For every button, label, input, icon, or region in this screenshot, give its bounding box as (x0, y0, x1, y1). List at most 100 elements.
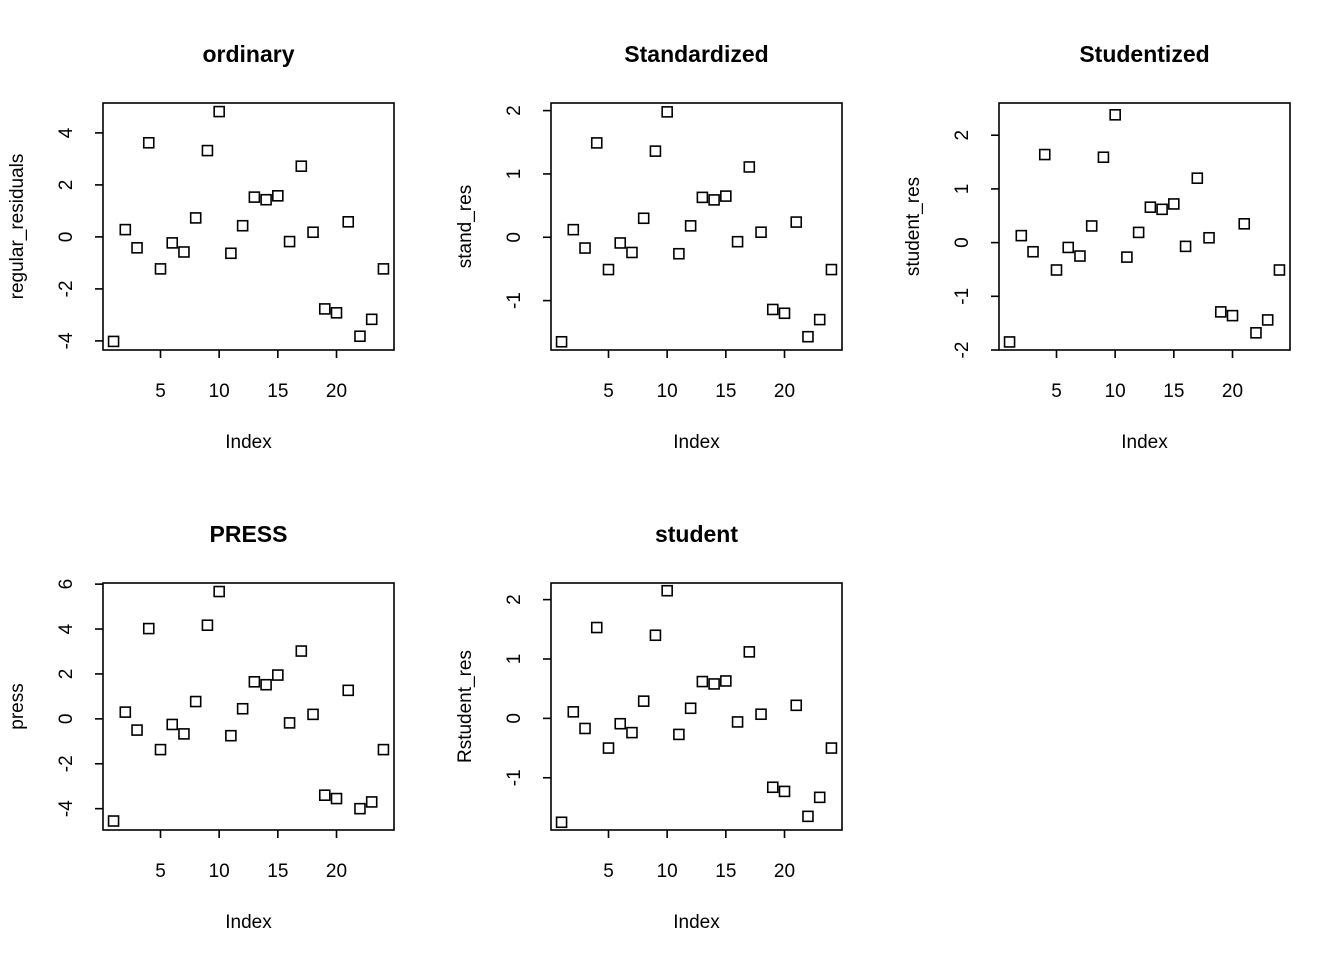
data-point (1109, 109, 1121, 121)
data-point (119, 706, 132, 718)
data-point (720, 675, 732, 687)
x-tick-label: 15 (715, 861, 736, 882)
data-point (731, 235, 744, 248)
data-point (330, 792, 343, 805)
y-axis-label: student_res (903, 177, 924, 276)
data-point (354, 802, 366, 815)
data-point (813, 313, 826, 326)
x-tick-label: 10 (209, 381, 230, 402)
y-tick-label: 1 (504, 654, 525, 665)
data-point (377, 263, 390, 275)
data-point (696, 675, 709, 688)
x-tick-label: 5 (155, 381, 166, 402)
data-point (661, 584, 673, 597)
data-point (731, 716, 744, 728)
x-tick-label: 10 (209, 861, 230, 882)
panel-2: Standardized 5 10 15 20 -1 0 1 2 Index stand_res (455, 41, 843, 453)
data-point (743, 161, 756, 173)
data-point (283, 235, 296, 248)
data-point (131, 242, 143, 254)
data-point (766, 781, 779, 794)
data-point (295, 645, 308, 657)
data-point (813, 791, 826, 804)
data-point (1085, 220, 1098, 232)
data-point (154, 263, 167, 275)
x-tick-label: 20 (326, 861, 347, 882)
data-point (213, 105, 225, 118)
data-point (555, 816, 568, 829)
data-point (626, 246, 638, 259)
data-point (1250, 327, 1262, 339)
data-point (248, 191, 261, 203)
data-point (307, 708, 319, 721)
data-point (802, 330, 814, 343)
data-point (377, 743, 390, 756)
panel-4: PRESS 5 10 15 20 -4 -2 0 2 4 6 Index press (7, 521, 395, 933)
data-point (649, 145, 662, 157)
data-point (579, 242, 591, 254)
data-point (766, 303, 779, 316)
data-point (178, 728, 190, 740)
data-point (555, 335, 568, 348)
y-tick-label: 4 (56, 127, 77, 138)
x-tick-label: 5 (603, 381, 614, 402)
y-axis-label: regular_residuals (7, 154, 28, 300)
panel-title: PRESS (210, 521, 288, 547)
y-tick-label: -4 (56, 800, 77, 817)
data-point (755, 226, 767, 238)
y-tick-label: 0 (56, 232, 77, 243)
data-point (225, 247, 237, 260)
plot-frame (102, 582, 395, 831)
plot-frame (102, 102, 395, 351)
y-tick-label: 1 (952, 184, 973, 195)
data-point (1038, 148, 1051, 161)
y-tick-label: 4 (56, 623, 77, 634)
data-point (673, 247, 685, 260)
y-tick-label: 2 (504, 594, 525, 605)
y-tick-label: 2 (56, 180, 77, 191)
data-point (1144, 201, 1157, 213)
data-point (248, 675, 261, 688)
data-point (1179, 240, 1192, 253)
y-tick-label: 6 (56, 579, 77, 590)
data-point (1214, 306, 1227, 318)
data-point (166, 237, 179, 249)
data-point (342, 216, 355, 228)
panel-title: ordinary (202, 41, 294, 67)
data-point (1027, 245, 1039, 258)
panel-1: ordinary 5 10 15 20 -4 -2 0 2 4 Index regular_resid… (7, 41, 395, 453)
x-tick-label: 15 (1163, 381, 1184, 402)
data-point (602, 742, 615, 754)
data-point (673, 728, 685, 741)
data-point (708, 678, 720, 690)
data-point (755, 708, 767, 721)
data-point (1062, 241, 1075, 254)
data-point (649, 629, 662, 642)
x-tick-label: 5 (155, 861, 166, 882)
data-point (283, 717, 296, 729)
data-point (189, 695, 202, 708)
y-tick-label: -1 (504, 769, 525, 786)
data-point (1132, 226, 1145, 239)
data-point (567, 223, 580, 236)
x-axis-label: Index (225, 912, 272, 933)
y-tick-label: -4 (56, 332, 77, 349)
plot-frame (998, 102, 1291, 351)
panel-3: Studentized 5 10 15 20 -2 -1 0 1 2 Index student_re… (903, 41, 1291, 453)
x-tick-label: 20 (774, 861, 795, 882)
data-point (590, 621, 603, 634)
data-point (225, 729, 237, 742)
data-point (790, 699, 803, 712)
panel-title: student (655, 521, 738, 547)
y-tick-label: 2 (952, 130, 973, 141)
data-point (778, 785, 791, 798)
data-point (1003, 336, 1016, 348)
x-axis-label: Index (225, 432, 272, 453)
data-point (802, 810, 814, 823)
data-point (1156, 203, 1168, 216)
data-point (825, 263, 838, 276)
data-point (131, 724, 143, 736)
data-point (1226, 309, 1239, 322)
data-point (825, 742, 838, 754)
